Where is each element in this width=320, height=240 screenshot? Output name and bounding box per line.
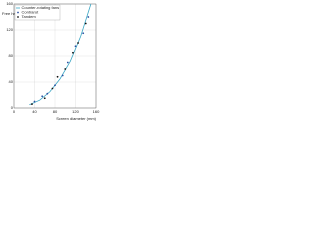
legend-label: Counter-rotating fans bbox=[22, 5, 60, 10]
legend-swatch bbox=[17, 16, 19, 18]
point bbox=[61, 74, 64, 77]
point bbox=[46, 92, 49, 95]
point bbox=[51, 87, 54, 90]
point bbox=[87, 16, 90, 18]
point bbox=[64, 68, 67, 70]
point bbox=[31, 103, 33, 105]
x-tick-label: 80 bbox=[53, 109, 58, 114]
y-tick-label: 80 bbox=[9, 53, 14, 58]
y-tick-label: 160 bbox=[6, 1, 13, 6]
x-tick-label: 0 bbox=[13, 109, 16, 114]
x-tick-label: 120 bbox=[72, 109, 79, 114]
plot-frame bbox=[13, 3, 97, 109]
x-axis-title: Screen diameter (mm) bbox=[56, 116, 96, 121]
x-tick-label: 40 bbox=[32, 109, 37, 114]
point bbox=[82, 32, 85, 35]
legend-box bbox=[14, 4, 61, 21]
point bbox=[72, 51, 74, 54]
series-line bbox=[29, 3, 92, 106]
chart: Free height (mm) Screen diameter (mm) 04… bbox=[0, 0, 100, 124]
x-tick-label: 160 bbox=[93, 109, 100, 114]
point bbox=[33, 100, 36, 103]
y-tick-label: 120 bbox=[6, 27, 13, 32]
legend-label: Contrarot bbox=[22, 10, 40, 15]
y-tick-label: 0 bbox=[11, 105, 14, 110]
y-tick-label: 40 bbox=[9, 79, 14, 84]
legend-label: Tandem bbox=[22, 14, 37, 19]
point bbox=[43, 97, 46, 100]
point bbox=[66, 61, 69, 64]
point bbox=[77, 42, 79, 44]
point bbox=[41, 95, 44, 98]
point bbox=[84, 22, 87, 25]
point bbox=[54, 84, 56, 87]
legend-swatch bbox=[17, 11, 19, 14]
point bbox=[56, 75, 59, 78]
point bbox=[74, 45, 77, 48]
background bbox=[0, 0, 100, 124]
